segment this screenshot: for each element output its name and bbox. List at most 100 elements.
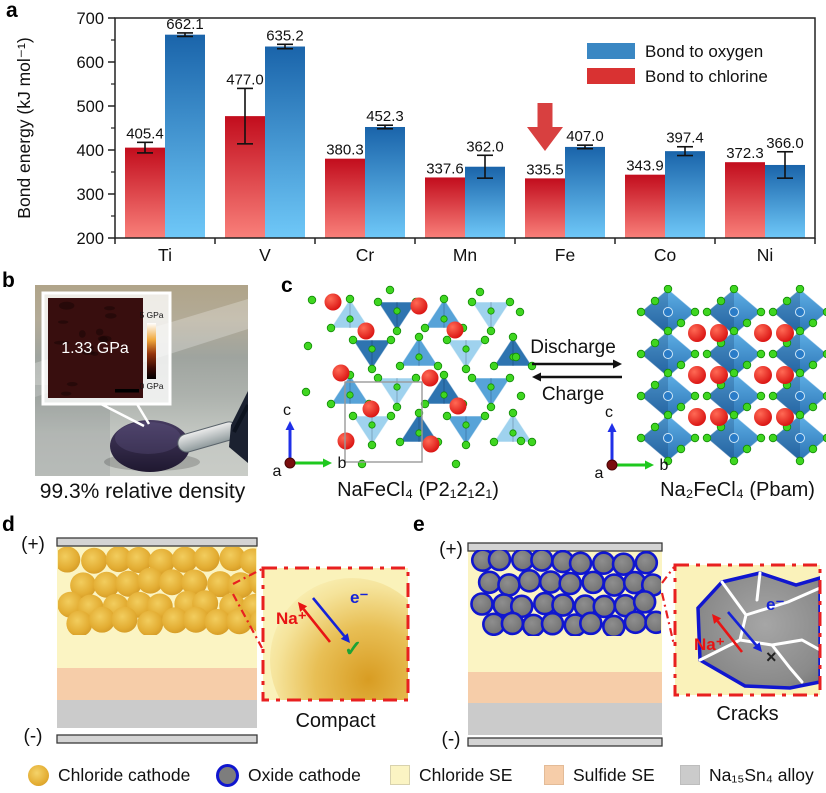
chloride-cathode-particles <box>58 547 256 635</box>
svg-text:Bond energy (kJ mol⁻¹): Bond energy (kJ mol⁻¹) <box>14 37 34 218</box>
cracks-inset <box>673 563 822 697</box>
legend-label: Na₁₅Sn₄ alloy <box>709 764 814 785</box>
panel-c-label: c <box>281 274 293 297</box>
svg-text:Bond to oxygen: Bond to oxygen <box>645 42 763 61</box>
panel-e-electron-label: e⁻ <box>766 595 785 614</box>
bar-Fe-oxygen <box>565 146 605 238</box>
panel-d-positive: (+) <box>21 534 45 555</box>
svg-text:c: c <box>283 402 291 419</box>
panel-d-sodium-ion-label: Na⁺ <box>276 609 307 628</box>
pellet <box>110 420 190 472</box>
legend-item-chloride-se: Chloride SE <box>390 763 512 787</box>
bar-Ti-chlorine <box>125 147 165 238</box>
svg-text:c: c <box>605 404 613 421</box>
pellet-photo: 1.33 GPa 5 GPa 0 GPa <box>35 285 248 476</box>
discharge-label: Discharge <box>530 337 616 358</box>
svg-text:366.0: 366.0 <box>766 135 804 152</box>
bar-Co-oxygen <box>665 151 705 238</box>
inset-pressure-value: 1.33 GPa <box>61 340 129 357</box>
legend-label: Oxide cathode <box>248 764 361 785</box>
na2fecl4-formula: Na₂FeCl₄ (Pbam) <box>660 479 815 501</box>
svg-text:a: a <box>595 465 604 480</box>
bar-Ni-chlorine <box>725 162 765 238</box>
panel-d-electron-label: e⁻ <box>350 588 369 607</box>
svg-text:362.0: 362.0 <box>466 138 504 155</box>
svg-text:Ni: Ni <box>757 245 774 265</box>
bar-Mn-chlorine <box>425 177 465 238</box>
chart-legend: Bond to oxygen Bond to chlorine <box>587 42 768 86</box>
svg-text:0 GPa: 0 GPa <box>139 381 163 391</box>
svg-text:635.2: 635.2 <box>266 27 304 44</box>
svg-text:405.4: 405.4 <box>126 125 164 142</box>
panel-d-negative: (-) <box>23 726 43 747</box>
panel-d-label: d <box>2 513 15 536</box>
svg-text:300: 300 <box>76 186 104 204</box>
chloride-se-swatch-icon <box>390 765 410 785</box>
svg-text:500: 500 <box>76 98 104 116</box>
svg-text:200: 200 <box>76 230 104 248</box>
bar-Co-chlorine <box>625 174 665 238</box>
svg-text:477.0: 477.0 <box>226 71 264 88</box>
charge-label: Charge <box>541 384 605 405</box>
sulfide-se-swatch-icon <box>544 765 564 785</box>
top-electrode <box>56 537 258 547</box>
legend-label: Chloride SE <box>419 764 513 785</box>
legend-item-chloride-cathode: Chloride cathode <box>28 763 190 787</box>
legend-item-alloy: Na₁₅Sn₄ alloy <box>680 763 814 787</box>
scale-bar <box>115 389 139 393</box>
svg-text:V: V <box>259 245 271 265</box>
svg-text:700: 700 <box>76 10 104 28</box>
svg-text:Fe: Fe <box>555 245 575 265</box>
panel-e-label: e <box>413 513 425 536</box>
svg-text:600: 600 <box>76 54 104 72</box>
oxide-cathode-particles <box>470 550 661 636</box>
na2fecl4-structure <box>636 285 826 466</box>
hardness-map-inset: 1.33 GPa 5 GPa 0 GPa <box>41 291 172 406</box>
reaction-arrows <box>532 359 622 382</box>
svg-text:452.3: 452.3 <box>366 108 404 125</box>
svg-text:b: b <box>660 457 669 474</box>
svg-text:337.6: 337.6 <box>426 160 464 177</box>
svg-text:Mn: Mn <box>453 245 477 265</box>
bar-V-oxygen <box>265 46 305 239</box>
colorbar <box>147 323 156 379</box>
nafecl4-formula: NaFeCl₄ (P2₁2₁2₁) <box>337 479 499 501</box>
svg-text:400: 400 <box>76 142 104 160</box>
right-axes-triad: c b a <box>595 404 669 480</box>
unit-cell-outline <box>344 381 423 463</box>
bar-Cr-oxygen <box>365 126 405 238</box>
compact-caption: Compact <box>295 710 376 732</box>
alloy-layer <box>57 700 257 728</box>
chloride-cathode-swatch-icon <box>28 764 49 786</box>
cracks-caption: Cracks <box>716 703 779 725</box>
nafecl4-structure <box>301 285 537 469</box>
legend-item-sulfide-se: Sulfide SE <box>544 763 655 787</box>
bar-Cr-chlorine <box>325 158 365 238</box>
relative-density-caption: 99.3% relative density <box>39 480 246 503</box>
svg-text:5 GPa: 5 GPa <box>139 310 163 320</box>
alloy-layer <box>468 703 662 735</box>
bars-group <box>125 34 805 239</box>
sulfide-se-layer <box>57 668 257 700</box>
svg-text:Co: Co <box>654 245 676 265</box>
svg-text:b: b <box>338 455 347 472</box>
alloy-swatch-icon <box>680 765 700 785</box>
fe-highlight-arrow-icon <box>527 103 563 151</box>
panel-e-cross-icon: × <box>766 647 777 667</box>
svg-text:335.5: 335.5 <box>526 161 564 178</box>
panel-a-label: a <box>6 0 18 22</box>
panel-b-label: b <box>2 269 15 292</box>
error-bars-group <box>137 32 793 179</box>
bottom-electrode <box>467 737 663 747</box>
legend-item-oxide-cathode: Oxide cathode <box>216 763 361 787</box>
svg-text:372.3: 372.3 <box>726 145 764 162</box>
cell-schematics <box>56 537 822 747</box>
panel-d-check-icon: ✓ <box>344 636 363 661</box>
svg-text:407.0: 407.0 <box>566 128 604 145</box>
bottom-electrode <box>56 734 258 744</box>
legend-label: Chloride cathode <box>58 764 191 785</box>
legend-label: Sulfide SE <box>573 764 655 785</box>
svg-text:397.4: 397.4 <box>666 130 704 147</box>
